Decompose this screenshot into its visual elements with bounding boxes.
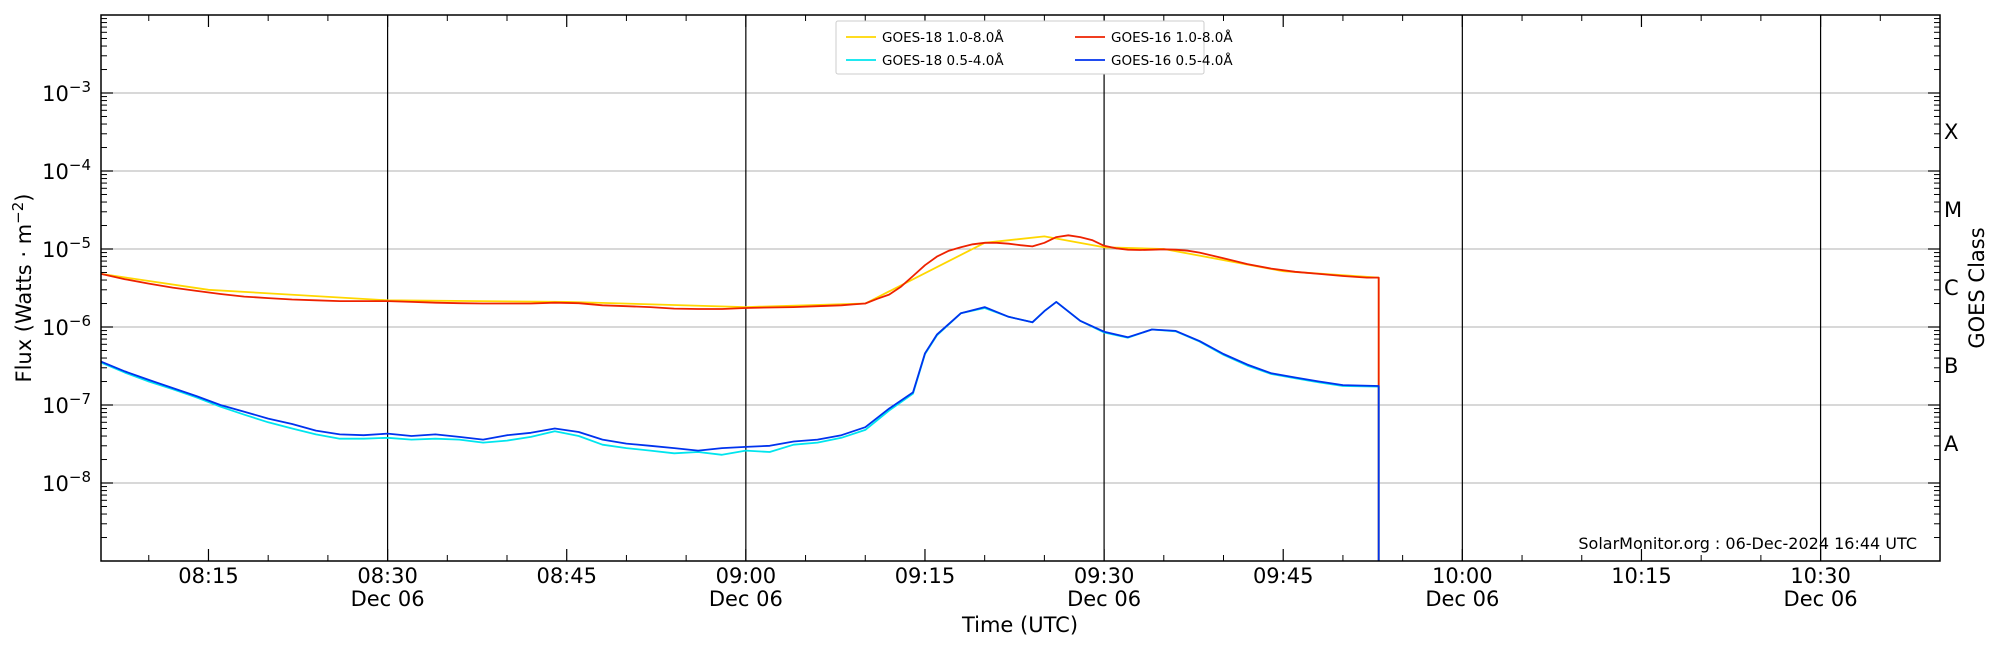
- series-lines: [100, 234, 1380, 561]
- goes-class-label: M: [1944, 198, 1962, 222]
- credit-text: SolarMonitor.org : 06-Dec-2024 16:44 UTC: [1578, 534, 1917, 553]
- goes-class-label: C: [1944, 276, 1959, 300]
- x-tick-label: 09:45: [1253, 564, 1314, 588]
- y-axis-title-text: Flux (Watts · m: [12, 224, 36, 383]
- x-tick-date-label: Dec 06: [1784, 587, 1858, 611]
- x-axis-title: Time (UTC): [961, 613, 1078, 637]
- goes-class-label: A: [1944, 432, 1959, 456]
- y-tick-label: 10−8: [42, 468, 91, 496]
- y-tick-label: 10−3: [42, 78, 91, 106]
- plot-frame: [100, 14, 1941, 562]
- x-tick-label: 09:15: [895, 564, 956, 588]
- goes-class-label: X: [1944, 120, 1958, 144]
- x-tick-date-label: Dec 06: [1067, 587, 1141, 611]
- y-tick-label: 10−7: [42, 390, 91, 418]
- x-tick-label: 10:15: [1611, 564, 1672, 588]
- legend-label: GOES-16 1.0-8.0Å: [1111, 29, 1233, 46]
- legend-label: GOES-18 0.5-4.0Å: [882, 52, 1004, 69]
- x-tick-label: 09:00: [716, 564, 777, 588]
- series-line: [100, 300, 1380, 561]
- vertical-markers: [386, 15, 1822, 561]
- axis-ticks: [101, 15, 1940, 561]
- x-tick-date-label: Dec 06: [1425, 587, 1499, 611]
- x-tick-date-label: Dec 06: [351, 587, 425, 611]
- legend: GOES-18 1.0-8.0Å GOES-18 0.5-4.0Å GOES-16 …: [835, 20, 1233, 75]
- x-tick-label: 08:45: [536, 564, 597, 588]
- x-tick-date-label: Dec 06: [709, 587, 783, 611]
- series-line: [100, 234, 1380, 561]
- grid: [101, 92, 1940, 484]
- y-axis-title-exponent: −2: [9, 202, 27, 224]
- y-tick-label: 10−6: [42, 312, 91, 340]
- x-tick-label: 10:30: [1790, 564, 1851, 588]
- x-tick-label: 09:30: [1074, 564, 1135, 588]
- x-tick-label: 08:30: [357, 564, 418, 588]
- y-tick-label: 10−5: [42, 234, 91, 262]
- y-tick-label: 10−4: [42, 156, 91, 184]
- y-axis-title-close: ): [12, 193, 36, 201]
- y-axis-title: Flux (Watts · m−2): [9, 193, 36, 382]
- goes-class-label: B: [1944, 354, 1958, 378]
- x-tick-label: 10:00: [1432, 564, 1493, 588]
- goes-class-axis-title: GOES Class: [1965, 227, 1989, 348]
- x-tick-label: 08:15: [178, 564, 239, 588]
- legend-box: [835, 20, 1205, 75]
- legend-label: GOES-18 1.0-8.0Å: [882, 29, 1004, 46]
- legend-label: GOES-16 0.5-4.0Å: [1111, 52, 1233, 69]
